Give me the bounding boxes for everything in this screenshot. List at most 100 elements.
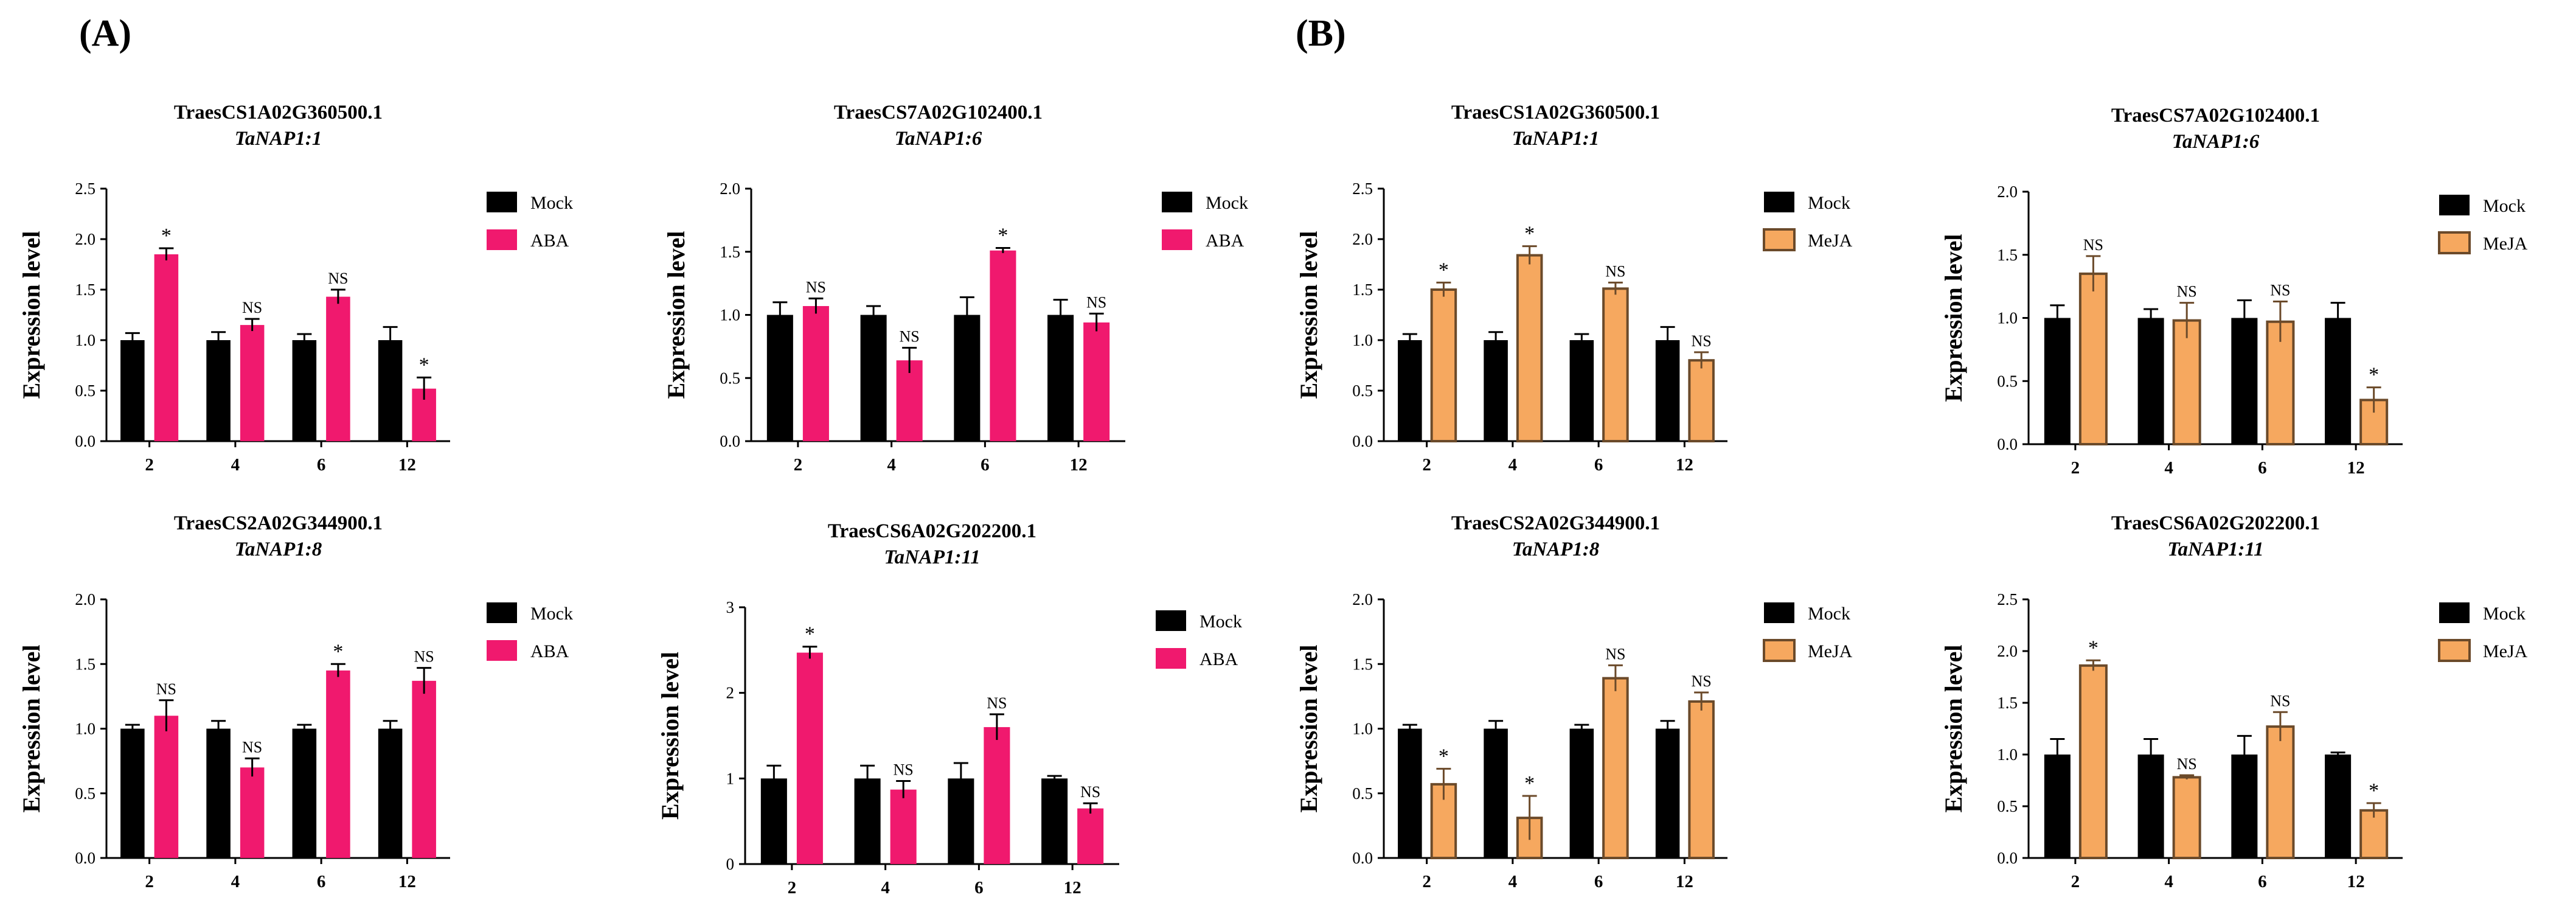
chart-4: TraesCS6A02G202200.1TaNAP1:110123Express…: [656, 520, 1242, 898]
bar-mock-6: [292, 340, 317, 441]
x-tick-label: 6: [974, 878, 984, 898]
bar-mock-2: [2044, 318, 2071, 444]
x-tick-label: 12: [2347, 458, 2365, 478]
legend-swatch-aba: [487, 640, 517, 661]
significance-label: *: [1524, 772, 1535, 795]
legend-swatch-meja: [2438, 639, 2471, 662]
legend-swatch-mock: [1156, 610, 1186, 631]
legend-label-aba: ABA: [530, 231, 569, 251]
y-tick-label: 0.0: [75, 849, 95, 867]
bar-meja-4: [2172, 776, 2201, 860]
significance-label: *: [161, 225, 172, 247]
bar-meja-4: [2172, 319, 2201, 446]
significance-label: NS: [2270, 282, 2290, 299]
bar-mock-12: [1041, 778, 1068, 864]
chart-subtitle: TaNAP1:8: [1512, 539, 1600, 560]
significance-label: NS: [2083, 236, 2103, 254]
significance-label: NS: [1692, 332, 1712, 350]
legend-swatch-mock: [1162, 192, 1192, 212]
y-tick-label: 0: [726, 855, 735, 873]
bar-mock-2: [1398, 728, 1422, 858]
chart-1: TraesCS1A02G360500.1 TaNAP1:1 0.0 0.5 1.0 1.5…: [18, 102, 573, 475]
y-tick-label: 2.0: [720, 180, 740, 198]
y-tick-label: 0.0: [1997, 435, 2018, 453]
significance-label: *: [2088, 636, 2099, 659]
y-axis-label: Expression level: [656, 652, 684, 820]
bar-aba-2: [796, 652, 823, 864]
y-tick-label: 1.0: [1997, 745, 2018, 764]
bar-mock-12: [1047, 315, 1074, 441]
y-tick-label: 1.0: [1997, 309, 2018, 327]
chart-7: TraesCS2A02G344900.1 TaNAP1:8 0.0 0.5 1.0 1.5…: [1295, 512, 1853, 891]
legend-label-mock: Mock: [530, 604, 573, 624]
y-tick-label: 1: [726, 769, 735, 787]
chart-subtitle: TaNAP1:6: [2172, 131, 2260, 153]
significance-label: NS: [1605, 645, 1625, 663]
chart-subtitle: TaNAP1:11: [884, 546, 980, 568]
bar-mock-12: [2325, 318, 2352, 444]
y-axis-label: Expression level: [18, 645, 45, 813]
y-tick-label: 2.5: [1352, 180, 1373, 198]
bar-aba-4: [240, 325, 265, 441]
y-tick-label: 3: [726, 598, 735, 616]
chart-title: TraesCS7A02G102400.1: [834, 102, 1043, 124]
y-tick-label: 1.5: [1352, 281, 1373, 299]
significance-label: NS: [242, 299, 262, 316]
x-tick-label: 2: [1422, 872, 1431, 891]
y-tick-label: 0.0: [1997, 849, 2018, 867]
legend-label-aba: ABA: [1199, 649, 1238, 669]
bar-mock-2: [120, 728, 145, 858]
significance-label: NS: [2177, 283, 2197, 301]
y-tick-label: 2.0: [1352, 230, 1373, 248]
legend-swatch-mock: [487, 192, 517, 212]
chart-subtitle: TaNAP1:8: [235, 539, 322, 560]
y-tick-label: 0.5: [75, 382, 95, 400]
x-tick-label: 2: [788, 878, 797, 898]
y-axis-label: Expression level: [1940, 645, 1967, 813]
legend-swatch-aba: [1156, 648, 1186, 669]
legend-swatch-mock: [487, 602, 517, 623]
bar-aba-6: [984, 727, 1010, 864]
legend-swatch-mock: [1764, 602, 1794, 623]
y-tick-label: 2.5: [75, 180, 95, 198]
legend-swatch-mock: [1764, 192, 1794, 212]
bar-aba-4: [896, 360, 923, 441]
bar-meja-12: [1688, 359, 1715, 443]
y-axis-label: Expression level: [1295, 231, 1322, 399]
x-tick-label: 6: [1594, 872, 1603, 891]
x-tick-label: 2: [1422, 455, 1431, 475]
y-tick-label: 0.0: [720, 432, 740, 450]
y-tick-label: 1.5: [720, 243, 740, 261]
significance-label: NS: [414, 648, 434, 666]
y-tick-label: 1.0: [1352, 720, 1373, 738]
chart-8: TraesCS6A02G202200.1 TaNAP1:11 0.0 0.5 1.0 1.…: [1940, 512, 2528, 891]
x-tick-label: 4: [2164, 458, 2173, 478]
chart-title: TraesCS7A02G102400.1: [2111, 105, 2320, 127]
legend-swatch-aba: [487, 229, 517, 250]
legend-swatch-meja: [2438, 231, 2471, 254]
x-tick-label: 4: [1508, 872, 1518, 891]
y-tick-label: 2.0: [75, 230, 95, 248]
bar-mock-4: [1484, 728, 1508, 858]
bar-mock-2: [120, 340, 145, 441]
significance-label: NS: [1080, 783, 1100, 801]
panel-label-b: (B): [1296, 13, 1346, 54]
significance-label: NS: [2177, 755, 2197, 773]
bar-meja-6: [1602, 287, 1629, 442]
bar-aba-12: [412, 680, 436, 858]
chart-title: TraesCS1A02G360500.1: [174, 102, 383, 124]
bar-meja-6: [2266, 320, 2295, 445]
legend-swatch-mock: [2439, 195, 2470, 215]
significance-label: *: [998, 225, 1008, 247]
y-tick-label: 2.0: [1997, 642, 2018, 660]
y-axis-label: Expression level: [662, 231, 690, 399]
bar-mock-4: [2137, 318, 2164, 444]
bar-aba-4: [890, 789, 917, 864]
bar-meja-2: [2078, 272, 2108, 445]
significance-label: NS: [1086, 293, 1106, 311]
significance-label: *: [2369, 364, 2379, 386]
bar-mock-12: [1655, 728, 1680, 858]
y-tick-label: 1.5: [75, 281, 95, 299]
y-tick-label: 0.0: [1352, 849, 1373, 867]
